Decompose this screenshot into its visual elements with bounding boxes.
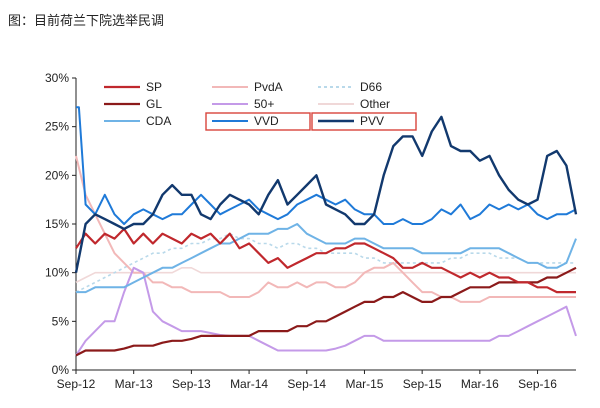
chart-caption: 图：目前荷兰下院选举民调 bbox=[8, 14, 165, 29]
y-tick-label: 5% bbox=[52, 314, 70, 328]
x-tick-label: Mar-14 bbox=[230, 377, 268, 391]
legend-label-gl: GL bbox=[146, 97, 162, 111]
x-tick-label: Mar-15 bbox=[345, 377, 383, 391]
legend-highlight-box bbox=[205, 112, 311, 131]
legend-label-cda: CDA bbox=[146, 114, 171, 128]
y-tick-label: 20% bbox=[45, 168, 69, 182]
x-tick-label: Sep-16 bbox=[518, 377, 557, 391]
y-tick-label: 25% bbox=[45, 120, 69, 134]
series-line-sp bbox=[75, 227, 576, 294]
series-line-vvd bbox=[76, 106, 577, 225]
legend-label-other: Other bbox=[360, 97, 390, 111]
y-tick-label: 30% bbox=[45, 71, 69, 85]
legend-label-vvd: VVD bbox=[254, 114, 279, 128]
legend: SP PvdA D66 GL 50+ Other CDA VVD PVV bbox=[104, 80, 417, 131]
series-line-50- bbox=[75, 266, 577, 356]
legend-label-pvv: PVV bbox=[360, 114, 384, 128]
legend-label-sp: SP bbox=[146, 80, 162, 94]
series-line-pvv bbox=[74, 115, 578, 273]
x-tick-label: Sep-13 bbox=[172, 377, 211, 391]
y-tick-label: 0% bbox=[52, 363, 70, 377]
axes: 0% 5% 10% 15% 20% 25% 30% Sep-12 Mar-13 Sep-13 Mar… bbox=[45, 71, 576, 391]
series-layer bbox=[74, 106, 578, 357]
x-tick-label: Mar-16 bbox=[461, 377, 499, 391]
legend-label-d66: D66 bbox=[360, 80, 382, 94]
x-tick-label: Sep-12 bbox=[57, 377, 96, 391]
x-tick-label: Mar-13 bbox=[115, 377, 153, 391]
y-tick-label: 15% bbox=[45, 217, 69, 231]
series-line-gl bbox=[75, 266, 577, 357]
x-tick-label: Sep-15 bbox=[403, 377, 442, 391]
y-tick-label: 10% bbox=[45, 266, 69, 280]
legend-label-50-: 50+ bbox=[254, 97, 274, 111]
x-tick-label: Sep-14 bbox=[287, 377, 326, 391]
legend-highlight-box bbox=[311, 112, 417, 131]
series-line-other bbox=[75, 267, 576, 284]
series-line-pvda bbox=[75, 155, 576, 303]
series-line-cda bbox=[76, 223, 577, 294]
legend-label-pvda: PvdA bbox=[254, 80, 283, 94]
